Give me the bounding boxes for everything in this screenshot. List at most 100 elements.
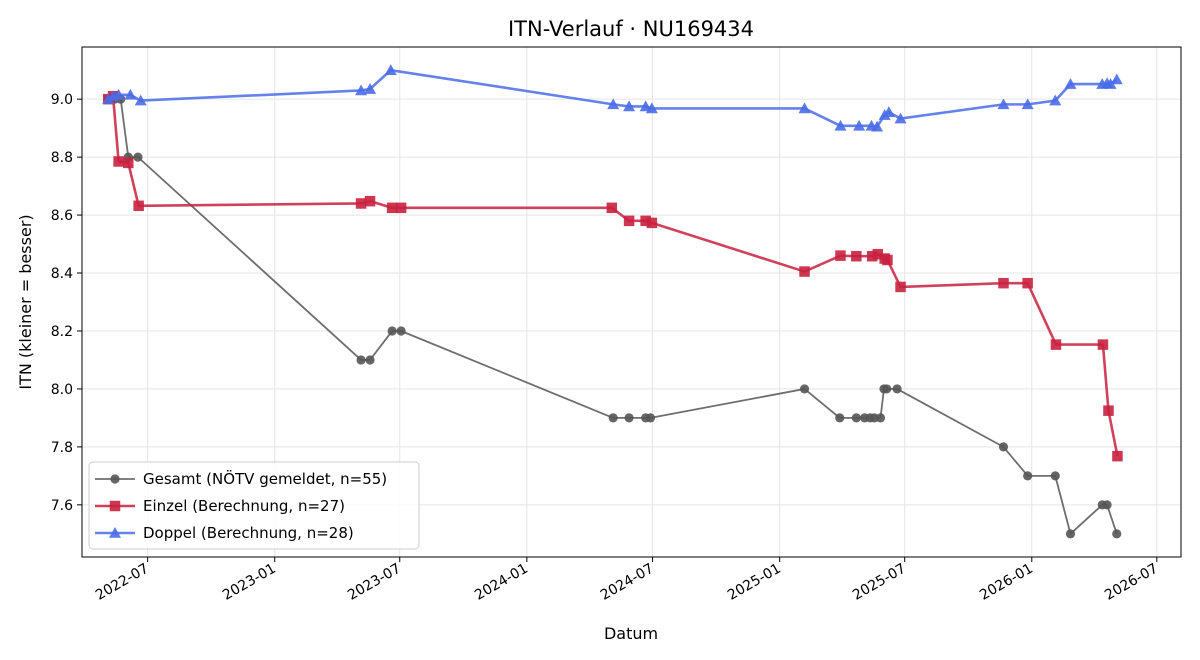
legend-label: Einzel (Berechnung, n=27) [143, 497, 345, 515]
y-axis: 7.6 7.8 8.0 8.2 8.4 8.6 8.8 9.0 [51, 92, 82, 514]
data-point [134, 94, 147, 106]
data-point [851, 413, 861, 423]
data-point [623, 100, 636, 112]
data-point [386, 202, 398, 214]
data-point [112, 88, 125, 100]
legend-label: Doppel (Berechnung, n=28) [143, 524, 354, 542]
data-point [124, 88, 137, 100]
x-tick-label: 2023-07 [345, 561, 404, 604]
data-point [1050, 339, 1062, 350]
data-point [607, 98, 620, 110]
data-point [606, 202, 618, 214]
data-point [1022, 277, 1033, 289]
data-point [355, 198, 367, 209]
data-point [1110, 73, 1123, 85]
data-point [799, 384, 810, 394]
y-axis-label: ITN (kleiner = besser) [16, 214, 35, 389]
data-point [123, 157, 134, 169]
x-tick-label: 2022-07 [93, 561, 152, 604]
y-tick-label: 7.8 [51, 440, 73, 456]
y-tick-label: 8.0 [51, 382, 73, 398]
data-point [365, 355, 375, 365]
data-point [875, 413, 886, 423]
data-point [835, 250, 846, 261]
x-tick-label: 2026-07 [1102, 561, 1161, 604]
data-point [799, 266, 810, 277]
x-axis: 2022-07 2023-01 2023-07 2024-01 2024-07 2025-… [93, 557, 1161, 604]
data-point [1112, 450, 1123, 462]
data-point [835, 413, 845, 423]
y-tick-label: 8.4 [51, 266, 73, 282]
data-point [608, 413, 618, 423]
data-point [834, 119, 847, 131]
x-tick-label: 2024-07 [598, 561, 657, 604]
x-tick-label: 2026-01 [977, 561, 1036, 604]
legend-item: Einzel (Berechnung, n=27) [95, 497, 345, 515]
data-point [998, 442, 1009, 452]
data-point [133, 152, 143, 162]
data-point [355, 84, 368, 96]
data-point [1102, 500, 1112, 510]
data-point [364, 83, 377, 94]
data-point [851, 250, 862, 262]
data-point [853, 119, 866, 131]
data-point [387, 326, 397, 336]
data-point [102, 93, 115, 104]
y-tick-label: 8.8 [51, 150, 73, 166]
x-tick-label: 2023-01 [220, 561, 279, 604]
data-point [895, 281, 906, 293]
series-layer [102, 64, 1123, 539]
legend-marker [110, 474, 120, 484]
legend-marker [109, 500, 121, 512]
data-point [882, 254, 893, 266]
data-point [113, 156, 124, 167]
series-line [107, 94, 1119, 457]
data-point [871, 120, 884, 132]
legend-box [88, 461, 420, 550]
data-point [866, 250, 878, 262]
data-point [1104, 78, 1117, 89]
series-square [102, 91, 1123, 462]
data-point [998, 277, 1009, 289]
data-point [1097, 339, 1109, 350]
data-point [624, 413, 634, 423]
data-point [623, 215, 635, 227]
legend-label: Gesamt (NÖTV gemeldet, n=55) [143, 469, 387, 488]
data-point [364, 195, 376, 207]
data-point [1064, 78, 1077, 89]
data-point [892, 384, 902, 394]
x-tick-label: 2025-01 [725, 561, 784, 604]
data-point [1050, 471, 1060, 481]
data-point [798, 102, 811, 114]
data-point [645, 413, 656, 423]
chart-title: ITN-Verlauf · NU169434 [508, 17, 754, 41]
y-tick-label: 8.2 [51, 324, 73, 340]
legend-item: Doppel (Berechnung, n=28) [95, 524, 354, 542]
data-point [894, 112, 907, 124]
data-point [640, 215, 651, 227]
data-point [1112, 529, 1122, 539]
plot-frame [81, 46, 1182, 558]
y-tick-label: 9.0 [51, 92, 73, 108]
data-point [646, 217, 658, 229]
data-point [1023, 471, 1033, 481]
data-point [1049, 94, 1062, 106]
series-line [107, 68, 1118, 128]
y-tick-label: 8.6 [51, 208, 73, 224]
x-axis-label: Datum [604, 624, 658, 643]
data-point [882, 106, 895, 117]
y-tick-label: 7.6 [51, 498, 73, 514]
data-point [1103, 405, 1114, 416]
x-tick-label: 2025-07 [850, 561, 909, 604]
series-triangle [102, 64, 1123, 132]
legend-item: Gesamt (NÖTV gemeldet, n=55) [95, 469, 387, 488]
data-point [645, 102, 658, 114]
data-point [872, 248, 884, 260]
data-point [133, 200, 144, 212]
data-point [882, 384, 892, 394]
data-point [395, 202, 407, 214]
data-point [1065, 529, 1076, 539]
data-point [1021, 98, 1034, 110]
data-point [997, 98, 1010, 110]
